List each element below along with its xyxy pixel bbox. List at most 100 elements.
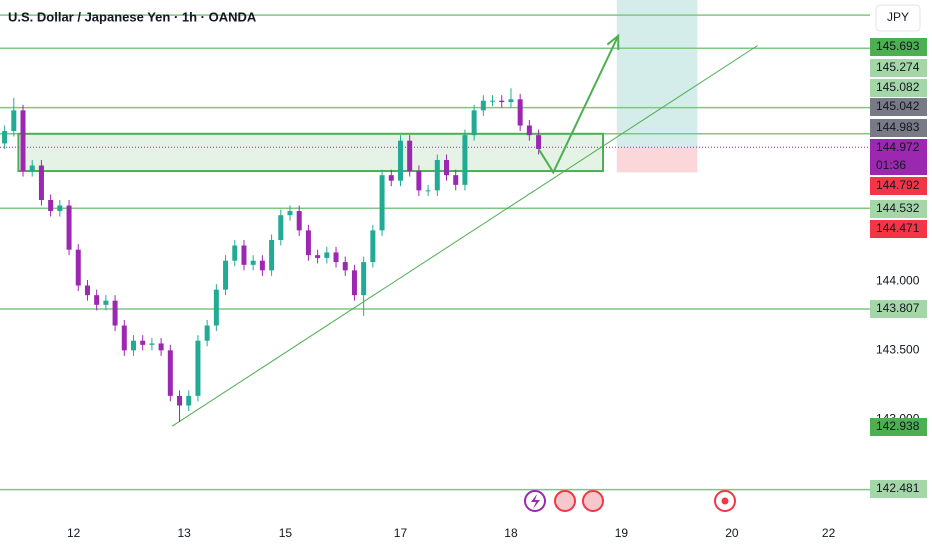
candle-body (140, 340, 146, 345)
candle-body (213, 289, 219, 326)
candle-body (508, 99, 514, 103)
x-tick-label: 12 (67, 526, 81, 540)
candle-body (407, 140, 413, 172)
price-label: 142.481 (876, 481, 920, 495)
candle-body (250, 260, 256, 265)
x-tick-label: 13 (177, 526, 191, 540)
price-label: 144.983 (876, 120, 920, 134)
arrow-head (606, 33, 620, 50)
chart-title: U.S. Dollar / Japanese Yen · 1h · OANDA (8, 9, 257, 24)
candle-body (499, 100, 505, 103)
candle-body (480, 100, 486, 111)
candle-body (241, 245, 247, 265)
candle-body (296, 211, 302, 231)
candle-body (526, 125, 532, 136)
x-tick-label: 19 (615, 526, 629, 540)
y-tick-label: 143.500 (876, 343, 920, 357)
x-tick-label: 17 (394, 526, 408, 540)
price-label: 144.532 (876, 201, 920, 215)
zone-box (17, 132, 605, 173)
candle-body (20, 110, 26, 172)
price-label: 144.471 (876, 221, 920, 235)
candle-body (305, 230, 311, 256)
candle-body (29, 165, 35, 172)
price-label-bg (870, 220, 927, 238)
price-label-bg (870, 480, 927, 498)
candle-body (379, 175, 385, 231)
currency-box[interactable] (875, 4, 921, 32)
candle-body (490, 100, 496, 102)
price-label-bg (870, 139, 927, 175)
candle-body (57, 205, 63, 212)
candle-body (342, 262, 348, 271)
x-tick-label: 22 (822, 526, 836, 540)
candle-body (333, 252, 339, 263)
trendline (171, 45, 758, 427)
x-tick-label: 18 (504, 526, 518, 540)
candle-body (453, 175, 459, 185)
stop-zone (616, 147, 698, 173)
candle-body (204, 325, 210, 341)
price-label-bg (870, 79, 927, 97)
price-label-bg (870, 300, 927, 318)
price-label: 144.792 (876, 178, 920, 192)
price-label: 145.042 (876, 99, 920, 113)
candle-body (130, 340, 136, 351)
candle-body (278, 215, 284, 240)
candle-body (149, 343, 155, 345)
event-bolt (531, 494, 540, 509)
candle-body (425, 190, 431, 192)
candle-body (517, 99, 523, 126)
candle-body (471, 110, 477, 136)
currency: JPY (887, 10, 909, 24)
price-label: 145.693 (876, 39, 920, 53)
candle-body (48, 200, 54, 212)
price-label-bg (870, 119, 927, 137)
candle-body (315, 255, 321, 258)
candle-body (195, 340, 201, 396)
candle-body (444, 160, 450, 176)
price-label-bg (870, 59, 927, 77)
price-label: 143.807 (876, 301, 920, 315)
candle-body (269, 240, 275, 271)
candle-body (11, 110, 17, 132)
x-tick-label: 15 (279, 526, 293, 540)
event-icons (524, 490, 736, 512)
candle-body (186, 395, 192, 406)
event-icon[interactable] (554, 490, 576, 512)
candle-body (84, 285, 90, 296)
y-tick-label: 144.000 (876, 274, 920, 288)
forecast-arrow (537, 35, 620, 175)
candle-body (158, 343, 164, 351)
candle-body (112, 300, 118, 326)
price-label-bg (870, 200, 927, 218)
plot (0, 0, 870, 491)
candle-body (416, 171, 422, 191)
price-label: 145.082 (876, 80, 920, 94)
candle-body (324, 252, 330, 258)
event-icon[interactable] (582, 490, 604, 512)
price-label-bg (870, 38, 927, 56)
candle-body (361, 262, 367, 296)
candle-body (370, 230, 376, 263)
candle-body (66, 205, 72, 250)
candle-body (75, 249, 81, 286)
price-label-bg (870, 177, 927, 195)
countdown-label: 01:36 (876, 158, 906, 172)
candle-body (388, 175, 394, 181)
candle-body (397, 140, 403, 181)
candle-body (434, 160, 440, 191)
candle-body (232, 245, 238, 261)
candle-body (38, 165, 44, 200)
candle-body (287, 211, 293, 216)
target-zone (616, 0, 698, 148)
candle-body (536, 135, 542, 149)
candle-body (167, 350, 173, 396)
candle-body (259, 260, 265, 271)
price-label: 145.274 (876, 60, 920, 74)
candle-body (103, 300, 109, 305)
price-label-bg (870, 418, 927, 436)
